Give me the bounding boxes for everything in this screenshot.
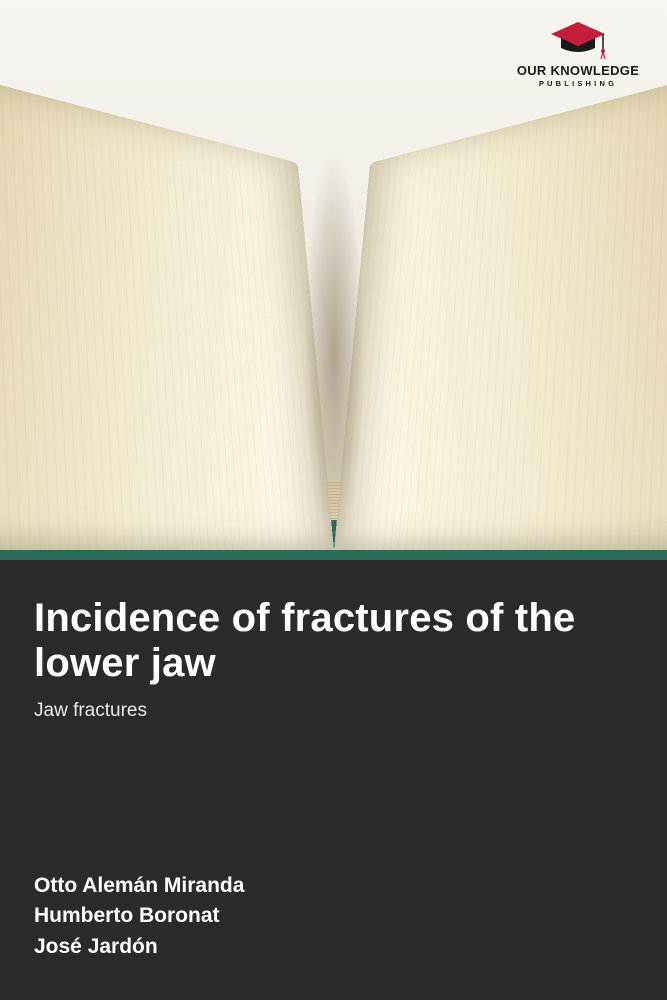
book-cover: OUR KNOWLEDGE PUBLISHING Incidence of fr… xyxy=(0,0,667,1000)
cover-text-area: Incidence of fractures of the lower jaw … xyxy=(0,560,667,1000)
author-2: Humberto Boronat xyxy=(34,901,633,931)
cover-image-area: OUR KNOWLEDGE PUBLISHING xyxy=(0,0,667,560)
open-book-illustration xyxy=(0,100,667,560)
author-1: Otto Alemán Miranda xyxy=(34,871,633,901)
graduation-cap-icon xyxy=(549,20,607,60)
book-pages-left xyxy=(0,67,334,550)
book-subtitle: Jaw fractures xyxy=(34,700,633,722)
book-pages-right xyxy=(334,67,667,550)
publisher-logo: OUR KNOWLEDGE PUBLISHING xyxy=(513,20,643,88)
book-spine-shadow xyxy=(304,150,364,550)
author-3: José Jardón xyxy=(34,932,633,962)
publisher-name: OUR KNOWLEDGE xyxy=(513,64,643,78)
authors-block: Otto Alemán Miranda Humberto Boronat Jos… xyxy=(34,871,633,970)
book-title: Incidence of fractures of the lower jaw xyxy=(34,596,633,686)
publisher-subname: PUBLISHING xyxy=(513,79,643,88)
